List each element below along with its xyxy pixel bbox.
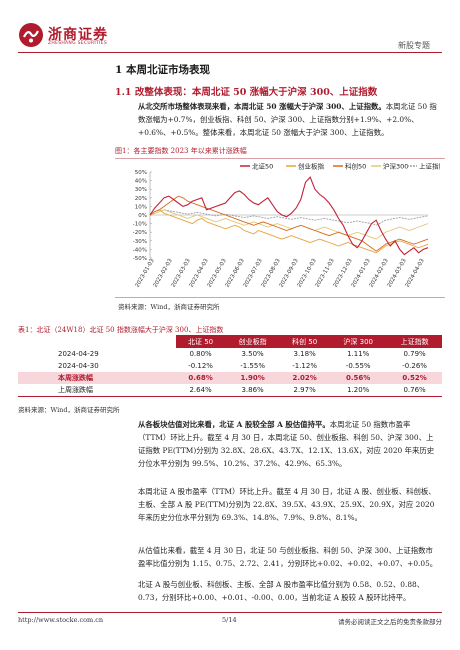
table-row-label: 本周涨跌幅 — [18, 372, 176, 384]
table-row-label: 上周涨跌幅 — [18, 384, 176, 397]
table-source: 资料来源：Wind，浙商证券研究所 — [18, 406, 120, 414]
table-row: 2024-04-29 0.80% 3.50% 3.18% 1.11% 0.79% — [18, 348, 442, 360]
figure-divider — [115, 297, 445, 298]
y-tick-label: 0% — [138, 213, 147, 219]
paragraph-pe-ratio: 从估值比来看，截至 4 月 30 日，北证 50 与创业板指、科创 50、沪深 … — [138, 546, 438, 568]
y-tick-label: 50% — [135, 170, 147, 176]
disclaimer-note: 请务必阅读正文之后的免责条款部分 — [338, 618, 442, 626]
figure-source: 资料来源：Wind，浙商证券研究所 — [118, 303, 220, 311]
paragraph-body: 本周北证 50 指数涨幅为+0.7%，创业板指、科创 50、沪深 300、上证指… — [138, 102, 437, 137]
table-header-cell: 沪深 300 — [329, 335, 388, 348]
table-cell: 3.86% — [225, 384, 280, 397]
table-cell: 1.90% — [225, 372, 280, 384]
table-header-cell: 北证 50 — [175, 335, 226, 348]
series-line-1 — [149, 176, 429, 256]
table-cell: 0.68% — [175, 372, 226, 384]
legend-label: 上证指数 — [419, 162, 440, 171]
table-header-blank — [18, 335, 176, 348]
table-cell: 2.64% — [175, 384, 226, 397]
section-heading: 1 本周北证市场表现 — [115, 64, 210, 76]
header-divider — [18, 52, 442, 53]
table-header-cell: 上证指数 — [387, 335, 442, 348]
paragraph-market-overview: 从北交所市场整体表现来看，本周北证 50 涨幅大于沪深 300、上证指数。本周北… — [138, 100, 438, 139]
y-tick-label: 10% — [135, 204, 147, 210]
table-cell: 0.56% — [329, 372, 388, 384]
y-tick-label: -20% — [133, 230, 147, 236]
series-line-4 — [149, 209, 429, 240]
y-tick-label: 40% — [135, 179, 147, 185]
table-cell: -0.55% — [345, 362, 371, 370]
table-row-label: 2024-04-29 — [58, 350, 99, 358]
table-cell: -1.55% — [240, 362, 265, 370]
y-tick-label: -40% — [133, 247, 147, 253]
legend-label: 科创50 — [345, 162, 366, 171]
footer-url-link[interactable]: http://www.stocke.com.cn — [18, 616, 104, 624]
company-logo-text: 浙商证券 — [48, 27, 108, 43]
table-cell: 3.50% — [241, 350, 264, 358]
legend-label: 创业板指 — [298, 162, 325, 171]
page-number: 5/14 — [222, 616, 237, 624]
table-cell: 0.80% — [189, 350, 212, 358]
table-cell: -0.26% — [402, 362, 427, 370]
legend-label: 北证50 — [252, 163, 273, 171]
legend-label: 沪深300 — [383, 162, 408, 171]
index-return-table: 北证 50 创业板指 科创 50 沪深 300 上证指数 2024-04-29 0.80%… — [18, 335, 442, 397]
footer-divider — [18, 612, 442, 613]
company-logo-subtitle: ZHESHANG SECURITIES — [48, 41, 107, 46]
table-header-cell: 创业板指 — [225, 335, 280, 348]
y-tick-label: 30% — [135, 187, 147, 193]
paragraph-valuation: 从各板块估值对比来看，北证 A 股较全部 A 股估值持平。本周北证 50 指数市… — [138, 418, 438, 470]
table-cell: 1.11% — [347, 350, 370, 358]
table-cell: 0.76% — [387, 384, 442, 397]
table-cell: 2.02% — [280, 372, 330, 384]
series-line-5 — [149, 209, 429, 226]
table-row: 2024-04-30 -0.12% -1.55% -1.12% -0.55% -0.26% — [18, 360, 442, 372]
paragraph-body: 本周北证 50 指数市盈率（TTM）环比上升。截至 4 月 30 日，本周北证 … — [138, 420, 435, 468]
table-header-row: 北证 50 创业板指 科创 50 沪深 300 上证指数 — [18, 335, 442, 348]
x-tick-label: 2024-04-03 — [405, 258, 426, 289]
paragraph-board-ratio: 北证 A 股与创业板、科创板、主板、全部 A 股市盈率比值分别为 0.58、0.… — [138, 580, 425, 602]
paragraph-lead: 从各板块估值对比来看，北证 A 股较全部 A 股估值持平。 — [138, 420, 330, 429]
table-cell: 1.20% — [329, 384, 388, 397]
table-cell: -0.12% — [188, 362, 213, 370]
table-caption: 表1：北证（24W18）北证 50 指数涨幅大于沪深 300、上证指数 — [18, 326, 224, 334]
table-cell: 0.79% — [403, 350, 426, 358]
y-tick-label: -30% — [133, 239, 147, 245]
series-line-3 — [149, 195, 429, 252]
y-tick-label: -10% — [133, 222, 147, 228]
index-performance-chart: 50% 40% 30% 20% 10% 0% -10% -20% -30% -40% -50% 202… — [133, 162, 440, 289]
table-cell: 0.52% — [387, 372, 442, 384]
paragraph-lead: 从北交所市场整体表现来看，本周北证 50 涨幅大于沪深 300、上证指数。 — [138, 102, 386, 111]
table-row: 本周涨跌幅 0.68% 1.90% 2.02% 0.56% 0.52% — [18, 372, 442, 384]
subsection-heading: 1.1 改整体表现：本周北证 50 涨幅大于沪深 300、上证指数 — [115, 87, 378, 98]
table-row-label: 2024-04-30 — [58, 362, 99, 370]
table-cell: 2.97% — [280, 384, 330, 397]
logo-icon — [19, 23, 43, 47]
y-tick-label: 20% — [135, 196, 147, 202]
table-cell: -1.12% — [292, 362, 317, 370]
y-tick-label: -50% — [133, 256, 147, 262]
page-header: 浙商证券 ZHESHANG SECURITIES 新股专题 — [0, 0, 460, 56]
figure-caption: 图1：各主要指数 2023 年以来累计涨跌幅 — [115, 146, 445, 159]
document-type-label: 新股专题 — [398, 41, 430, 50]
table-header-cell: 科创 50 — [280, 335, 330, 348]
paragraph-bse-pe: 本周北证 A 股市盈率（TTM）环比上升。截至 4 月 30 日，北证 A 股、… — [138, 487, 436, 522]
table-row: 上周涨跌幅 2.64% 3.86% 2.97% 1.20% 0.76% — [18, 384, 442, 397]
series-line-2 — [149, 209, 429, 254]
table-cell: 3.18% — [293, 350, 316, 358]
